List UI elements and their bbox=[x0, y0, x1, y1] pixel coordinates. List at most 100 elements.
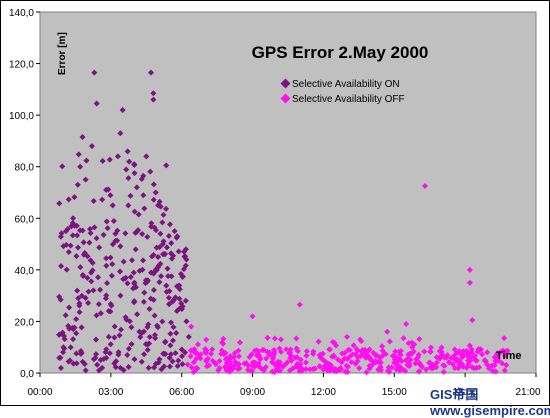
y-tick-label: 120,0 bbox=[9, 60, 34, 71]
point-sa-on bbox=[120, 258, 127, 265]
point-sa-on bbox=[168, 255, 175, 262]
point-sa-off bbox=[429, 361, 436, 368]
point-sa-on bbox=[65, 196, 72, 203]
point-sa-on bbox=[88, 278, 95, 285]
point-sa-off bbox=[472, 357, 479, 364]
point-sa-off bbox=[492, 357, 499, 364]
point-sa-on bbox=[102, 295, 109, 302]
point-sa-on bbox=[111, 334, 118, 341]
point-sa-off bbox=[364, 352, 371, 359]
point-sa-off bbox=[471, 365, 478, 372]
point-sa-on bbox=[159, 219, 166, 226]
point-sa-on bbox=[138, 358, 145, 365]
point-sa-on bbox=[163, 162, 170, 169]
y-tick-label: 40,0 bbox=[15, 266, 35, 277]
point-sa-off bbox=[260, 366, 267, 373]
point-sa-off bbox=[257, 354, 264, 361]
point-sa-on bbox=[114, 237, 121, 244]
point-sa-off bbox=[288, 357, 295, 364]
point-sa-on bbox=[127, 192, 134, 199]
point-sa-off bbox=[260, 347, 267, 354]
point-sa-off bbox=[341, 349, 348, 356]
point-sa-off bbox=[306, 366, 313, 373]
point-sa-off bbox=[303, 348, 310, 355]
point-sa-off bbox=[440, 368, 447, 375]
point-sa-on bbox=[82, 176, 89, 183]
point-sa-on bbox=[122, 230, 129, 237]
point-sa-on bbox=[174, 363, 181, 370]
point-sa-on bbox=[163, 282, 170, 289]
point-sa-on bbox=[65, 249, 72, 256]
point-sa-on bbox=[73, 253, 80, 260]
point-sa-on bbox=[92, 355, 99, 362]
point-sa-on bbox=[99, 157, 106, 164]
point-sa-off bbox=[326, 346, 333, 353]
point-sa-off bbox=[344, 333, 351, 340]
y-tick-label: 20,0 bbox=[15, 317, 35, 328]
point-sa-on bbox=[109, 202, 116, 209]
point-sa-off bbox=[415, 368, 422, 375]
point-sa-off bbox=[421, 183, 428, 190]
point-sa-on bbox=[112, 230, 119, 237]
point-sa-on bbox=[173, 329, 180, 336]
point-sa-on bbox=[119, 106, 126, 113]
point-sa-off bbox=[287, 349, 294, 356]
point-sa-on bbox=[134, 311, 141, 318]
point-sa-on bbox=[176, 295, 183, 302]
x-tick-label: 09:00 bbox=[240, 387, 265, 398]
point-sa-off bbox=[184, 361, 191, 368]
point-sa-on bbox=[175, 248, 182, 255]
point-sa-on bbox=[154, 322, 161, 329]
point-sa-off bbox=[466, 279, 473, 286]
point-sa-off bbox=[416, 361, 423, 368]
point-sa-on bbox=[78, 324, 85, 331]
point-sa-off bbox=[481, 357, 488, 364]
y-tick-label: 0,0 bbox=[20, 369, 34, 380]
point-sa-on bbox=[126, 158, 133, 165]
point-sa-on bbox=[148, 253, 155, 260]
point-sa-on bbox=[61, 336, 68, 343]
point-sa-on bbox=[165, 294, 172, 301]
point-sa-on bbox=[182, 349, 189, 356]
point-sa-on bbox=[133, 184, 140, 191]
x-tick-label: 12:00 bbox=[311, 387, 336, 398]
point-sa-on bbox=[91, 69, 98, 76]
x-tick-label: 00:00 bbox=[27, 387, 52, 398]
point-sa-off bbox=[197, 351, 204, 358]
point-sa-on bbox=[105, 333, 112, 340]
point-sa-off bbox=[234, 365, 241, 372]
point-sa-on bbox=[141, 205, 148, 212]
point-sa-off bbox=[297, 356, 304, 363]
point-sa-on bbox=[167, 342, 174, 349]
point-sa-on bbox=[168, 273, 175, 280]
point-sa-on bbox=[153, 244, 160, 251]
point-sa-on bbox=[95, 301, 102, 308]
point-sa-on bbox=[125, 175, 132, 182]
point-sa-off bbox=[335, 356, 342, 363]
point-sa-on bbox=[108, 272, 115, 279]
point-sa-on bbox=[123, 166, 130, 173]
point-sa-off bbox=[225, 366, 232, 373]
point-sa-on bbox=[182, 297, 189, 304]
point-sa-on bbox=[133, 229, 140, 236]
point-sa-on bbox=[179, 361, 186, 368]
point-sa-on bbox=[74, 287, 81, 294]
y-axis-label: Error [m] bbox=[57, 32, 68, 75]
point-sa-on bbox=[90, 287, 97, 294]
point-sa-on bbox=[148, 220, 155, 227]
point-sa-on bbox=[146, 333, 153, 340]
point-sa-on bbox=[96, 244, 103, 251]
point-sa-on bbox=[125, 202, 132, 209]
point-sa-on bbox=[73, 330, 80, 337]
point-sa-on bbox=[62, 228, 69, 235]
point-sa-off bbox=[227, 359, 234, 366]
point-sa-on bbox=[131, 170, 138, 177]
point-sa-on bbox=[151, 331, 158, 338]
point-sa-on bbox=[135, 211, 142, 218]
point-sa-on bbox=[107, 308, 114, 315]
point-sa-on bbox=[80, 239, 87, 246]
point-sa-on bbox=[167, 351, 174, 358]
plot-area bbox=[39, 11, 537, 374]
point-sa-off bbox=[423, 366, 430, 373]
point-sa-on bbox=[183, 256, 190, 263]
